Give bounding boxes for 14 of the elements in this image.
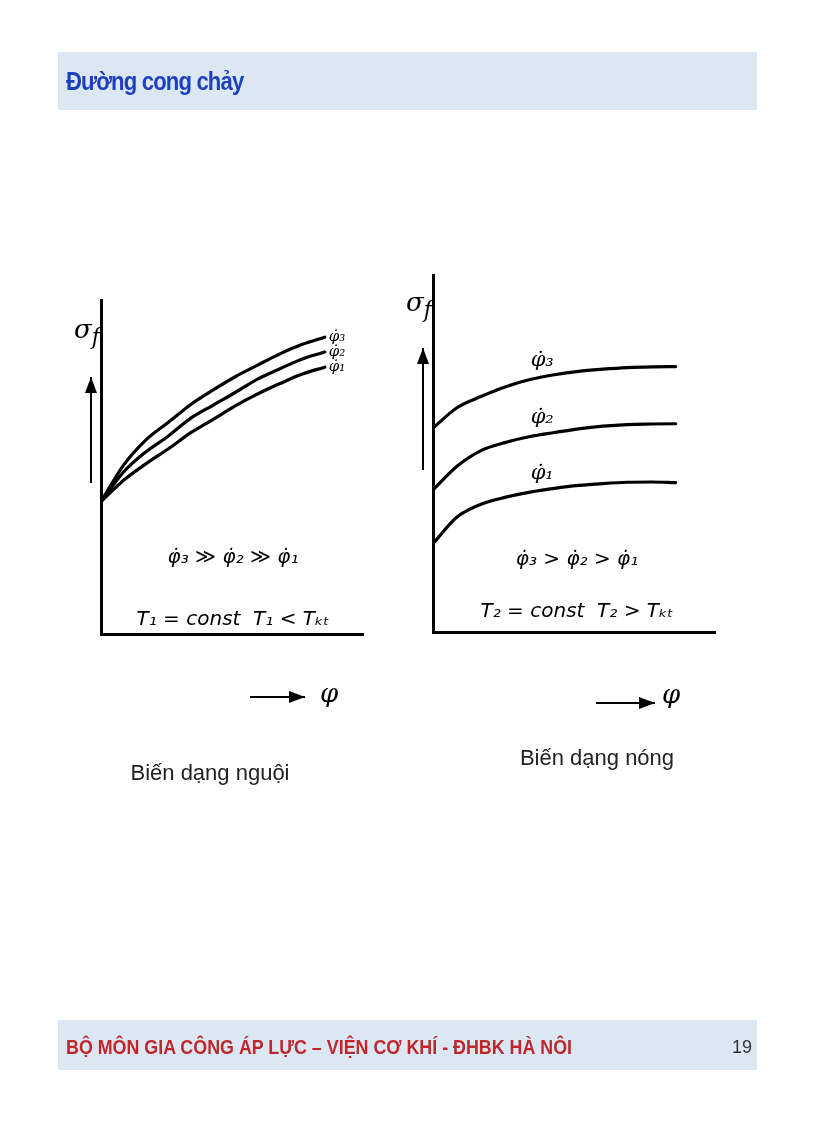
series-label: φ̇₂ — [530, 404, 554, 429]
x-axis-title: φ — [662, 679, 681, 709]
x-axis-title: φ — [320, 678, 339, 708]
annotation: T₂ = const T₂ > Tₖₜ — [480, 598, 674, 622]
annotation: T₁ = const T₁ < Tₖₜ — [136, 606, 330, 630]
text: Đường cong chảy — [66, 66, 244, 97]
text: Biến dạng nóng — [519, 745, 675, 771]
text: BỘ MÔN GIA CÔNG ÁP LỰC – VIỆN CƠ KHÍ - ĐHBK HÀ NÔI — [66, 1035, 573, 1059]
text: Biến dạng nguội — [130, 760, 290, 786]
text: 19 — [731, 1037, 752, 1058]
annotation: φ̇₃ ≫ φ̇₂ ≫ φ̇₁ — [167, 544, 299, 568]
annotation: φ̇₃ > φ̇₂ > φ̇₁ — [515, 546, 639, 570]
series-label: φ̇₁ — [530, 460, 554, 485]
series-label: φ̇₃ — [530, 347, 554, 372]
